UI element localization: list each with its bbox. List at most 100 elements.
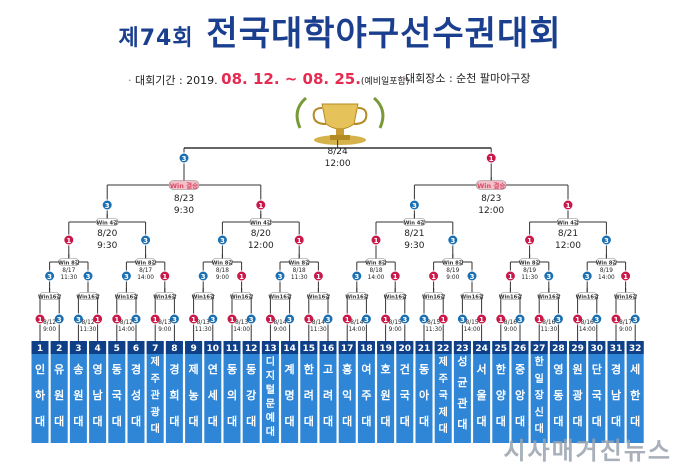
- seed-badge: 3: [274, 270, 286, 282]
- round-label: Win16강: [499, 292, 522, 300]
- team-card: 18 여 주 대: [357, 341, 375, 443]
- seed-badge: 3: [44, 270, 56, 282]
- seed-badge: 1: [428, 270, 440, 282]
- seed-badge: 1: [34, 313, 46, 325]
- team-card: 16 고 려 대: [319, 341, 337, 443]
- seed-badge: 1: [370, 234, 382, 246]
- match-time: 11:30: [425, 327, 442, 333]
- seed-badge: 3: [120, 270, 132, 282]
- team-number: 32: [629, 344, 642, 354]
- seed-number: 3: [594, 316, 599, 324]
- seed-badge: 3: [168, 313, 180, 325]
- round-label: Win 4강: [404, 218, 426, 226]
- round-badge: Win16강: [307, 292, 330, 300]
- round-badge: Win16강: [460, 292, 484, 300]
- team-number: 22: [437, 344, 450, 354]
- tournament-venue: · 대회장소 : 순천 팔마야구장: [398, 72, 531, 85]
- match-date: 8/24: [327, 147, 347, 157]
- match-date: 8/17: [619, 320, 632, 326]
- seed-badge: 3: [351, 270, 363, 282]
- team-number: 24: [475, 344, 488, 354]
- seed-number: 1: [268, 316, 273, 324]
- team-number: 12: [245, 344, 258, 354]
- round-badge: Win 4강: [249, 218, 273, 226]
- seed-number: 3: [47, 273, 52, 281]
- seed-badge: 1: [380, 313, 392, 325]
- match-schedule: 8/24 12:00: [325, 147, 351, 169]
- match-date: 8/16: [581, 320, 594, 326]
- match-date: 8/15: [427, 320, 440, 326]
- team-card: 25 한 양 대: [492, 341, 510, 443]
- team-number: 1: [37, 344, 43, 354]
- match-time: 12:00: [478, 206, 504, 216]
- match-date: 8/18: [369, 268, 382, 274]
- team-card: 23성 균 관 대: [453, 341, 471, 443]
- seed-number: 3: [201, 273, 206, 281]
- match-date: 8/12: [43, 320, 56, 326]
- team-number: 16: [322, 344, 335, 354]
- seed-badge: 1: [159, 270, 171, 282]
- page-title: 제74회 전국대학야구선수권대회: [0, 6, 680, 55]
- seed-badge: 3: [197, 270, 209, 282]
- seed-badge: 3: [207, 313, 219, 325]
- team-card: 17 홍 익 대: [338, 341, 356, 443]
- seed-number: 1: [383, 316, 388, 324]
- team-number: 2: [56, 344, 62, 354]
- seed-badge: 3: [399, 313, 411, 325]
- seed-number: 3: [585, 273, 590, 281]
- match-date: 8/18: [216, 268, 229, 274]
- round-label: Win16강: [76, 292, 99, 300]
- round-label: Win 8강: [519, 258, 541, 266]
- round-label: Win 8강: [442, 258, 464, 266]
- seed-number: 1: [566, 202, 571, 210]
- round-badge: Win16강: [614, 292, 637, 300]
- seed-number: 1: [191, 316, 196, 324]
- seed-number: 1: [306, 316, 311, 324]
- round-label: Win 8강: [289, 258, 311, 266]
- seed-number: 3: [633, 316, 638, 324]
- seed-number: 1: [297, 237, 302, 245]
- match-date: 8/18: [293, 268, 306, 274]
- team-number: 3: [75, 344, 81, 354]
- match-schedule: 8/179:00: [619, 320, 632, 333]
- seed-badge: 1: [92, 313, 104, 325]
- team-number: 9: [190, 344, 196, 354]
- team-number: 14: [283, 344, 296, 354]
- team-card: 3 송 원 대: [69, 341, 87, 443]
- match-date: 8/13: [158, 320, 171, 326]
- round-label: Win16강: [192, 292, 215, 300]
- match-date: 8/14: [273, 320, 286, 326]
- seed-badge: 1: [620, 270, 632, 282]
- team-number: 25: [495, 344, 508, 354]
- round-badge: Win 8강: [212, 258, 233, 266]
- round-label: Win 4강: [97, 218, 119, 226]
- team-card: 9 제 농 대: [185, 341, 203, 443]
- match-time: 9:00: [43, 327, 56, 333]
- seed-badge: 1: [312, 270, 324, 282]
- seed-number: 1: [508, 273, 513, 281]
- seed-badge: 3: [552, 313, 564, 325]
- seed-number: 1: [498, 316, 503, 324]
- round-badge: Win 4강: [556, 218, 580, 226]
- match-time: 14:00: [598, 275, 615, 281]
- match-date: 8/14: [350, 320, 363, 326]
- match-time: 11:30: [310, 327, 327, 333]
- team-number: 7: [152, 344, 158, 354]
- match-schedule: 8/21 9:30: [404, 229, 424, 251]
- round-label: Win 결승: [170, 181, 198, 190]
